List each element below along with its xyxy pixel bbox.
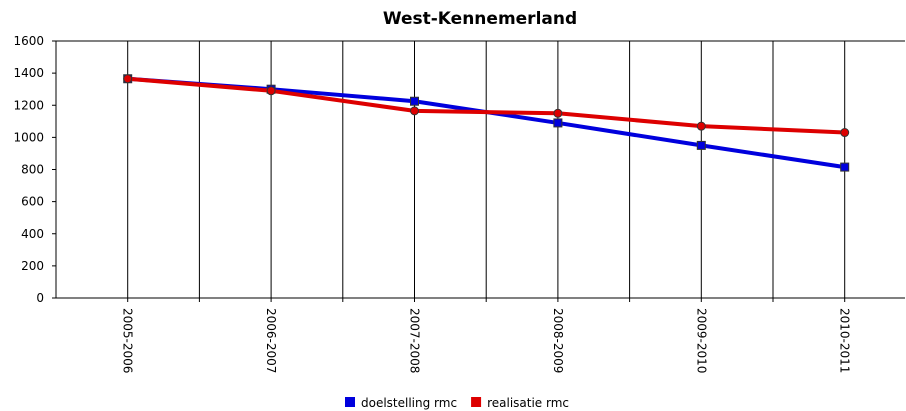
y-tick-label: 200 [21, 259, 44, 273]
point-marker [696, 140, 706, 150]
legend-label: realisatie rmc [487, 396, 569, 410]
point-marker [266, 86, 276, 96]
y-tick-label: 1200 [13, 98, 44, 112]
y-tick-label: 600 [21, 195, 44, 209]
point-marker [553, 108, 563, 118]
chart-title: West-Kennemerland [383, 9, 577, 29]
y-tick-label: 1600 [13, 34, 44, 48]
x-tick-label: 2005-2006 [121, 308, 135, 373]
series-line [127, 76, 845, 135]
x-tick-label: 2006-2007 [264, 308, 278, 373]
y-tick-label: 800 [21, 163, 44, 177]
x-tick-label: 2010-2011 [838, 308, 852, 373]
legend-swatch [345, 397, 355, 407]
point-marker [553, 118, 563, 128]
x-tick-label: 2007-2008 [408, 308, 422, 373]
x-tick-label: 2009-2010 [694, 308, 708, 373]
x-tick-label: 2008-2009 [551, 308, 565, 373]
y-tick-label: 400 [21, 227, 44, 241]
point-marker [410, 96, 419, 106]
y-tick-label: 1400 [13, 66, 44, 80]
legend-swatch [471, 397, 482, 407]
legend-label: doelstelling rmc [361, 396, 457, 410]
point-marker [840, 128, 850, 138]
point-marker [123, 74, 133, 84]
point-marker [840, 162, 850, 172]
y-tick-label: 0 [36, 291, 44, 305]
point-marker [410, 106, 419, 116]
y-tick-label: 1000 [13, 130, 44, 144]
point-marker [696, 121, 706, 131]
